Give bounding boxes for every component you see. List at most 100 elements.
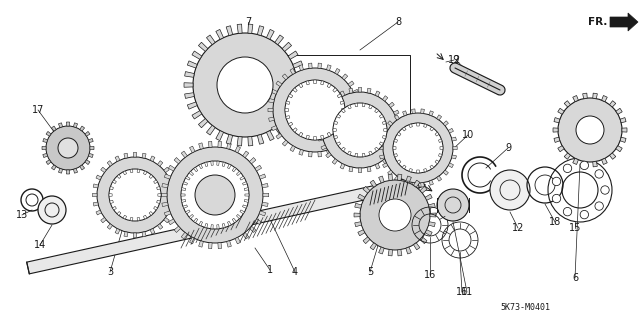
Polygon shape bbox=[326, 149, 331, 155]
Polygon shape bbox=[337, 142, 340, 146]
Polygon shape bbox=[363, 186, 370, 193]
Polygon shape bbox=[362, 103, 365, 107]
Polygon shape bbox=[109, 186, 113, 190]
Polygon shape bbox=[337, 94, 342, 98]
Polygon shape bbox=[321, 135, 324, 139]
Circle shape bbox=[181, 161, 249, 229]
Polygon shape bbox=[282, 74, 288, 80]
Polygon shape bbox=[117, 211, 121, 215]
Circle shape bbox=[273, 68, 357, 152]
Polygon shape bbox=[226, 26, 232, 35]
Polygon shape bbox=[332, 159, 337, 164]
Polygon shape bbox=[348, 105, 351, 109]
Polygon shape bbox=[453, 146, 457, 150]
Polygon shape bbox=[333, 88, 337, 92]
Polygon shape bbox=[342, 140, 348, 146]
Text: 19: 19 bbox=[448, 55, 460, 65]
Circle shape bbox=[576, 116, 604, 144]
Polygon shape bbox=[438, 154, 442, 157]
Polygon shape bbox=[207, 125, 215, 135]
Polygon shape bbox=[217, 225, 220, 229]
Polygon shape bbox=[403, 180, 407, 185]
Polygon shape bbox=[248, 137, 253, 146]
Circle shape bbox=[58, 138, 78, 158]
Polygon shape bbox=[297, 83, 306, 87]
Polygon shape bbox=[157, 161, 163, 166]
Polygon shape bbox=[183, 205, 188, 208]
Circle shape bbox=[379, 199, 411, 231]
Text: 2: 2 bbox=[453, 55, 459, 65]
Polygon shape bbox=[173, 193, 177, 197]
Polygon shape bbox=[299, 149, 303, 155]
Circle shape bbox=[552, 194, 561, 203]
Polygon shape bbox=[250, 226, 256, 233]
Polygon shape bbox=[292, 61, 303, 68]
Polygon shape bbox=[227, 221, 231, 226]
Polygon shape bbox=[406, 176, 412, 183]
Polygon shape bbox=[306, 81, 309, 85]
Circle shape bbox=[46, 126, 90, 170]
Text: 5K73-M0401: 5K73-M0401 bbox=[500, 303, 550, 313]
Polygon shape bbox=[240, 176, 244, 180]
Circle shape bbox=[563, 164, 572, 173]
Polygon shape bbox=[341, 109, 345, 111]
Polygon shape bbox=[318, 137, 323, 141]
Polygon shape bbox=[266, 29, 274, 39]
Polygon shape bbox=[379, 146, 383, 150]
Polygon shape bbox=[398, 128, 403, 132]
Polygon shape bbox=[263, 193, 269, 197]
Polygon shape bbox=[109, 200, 113, 204]
Circle shape bbox=[109, 169, 161, 221]
Polygon shape bbox=[582, 93, 588, 99]
Polygon shape bbox=[326, 65, 331, 70]
Polygon shape bbox=[425, 194, 432, 200]
Polygon shape bbox=[425, 230, 432, 236]
Polygon shape bbox=[154, 206, 157, 210]
Polygon shape bbox=[115, 228, 120, 234]
Polygon shape bbox=[340, 91, 345, 96]
Polygon shape bbox=[602, 95, 607, 102]
Circle shape bbox=[601, 186, 609, 194]
Polygon shape bbox=[417, 170, 419, 173]
Polygon shape bbox=[367, 88, 371, 93]
Polygon shape bbox=[355, 203, 362, 208]
Polygon shape bbox=[157, 186, 160, 190]
Polygon shape bbox=[237, 24, 242, 33]
Polygon shape bbox=[558, 146, 564, 152]
Polygon shape bbox=[237, 137, 242, 146]
Polygon shape bbox=[93, 202, 99, 206]
Polygon shape bbox=[306, 135, 309, 139]
Polygon shape bbox=[133, 233, 137, 238]
Polygon shape bbox=[327, 83, 331, 88]
Polygon shape bbox=[412, 109, 415, 114]
Polygon shape bbox=[420, 237, 427, 244]
Polygon shape bbox=[299, 132, 303, 137]
Polygon shape bbox=[335, 69, 340, 74]
Text: 3: 3 bbox=[107, 267, 113, 277]
Circle shape bbox=[333, 103, 387, 157]
Polygon shape bbox=[130, 218, 133, 221]
Polygon shape bbox=[420, 186, 427, 193]
Polygon shape bbox=[397, 249, 402, 256]
Polygon shape bbox=[318, 152, 322, 157]
Polygon shape bbox=[199, 164, 202, 169]
Polygon shape bbox=[208, 243, 212, 249]
Polygon shape bbox=[622, 128, 627, 132]
Circle shape bbox=[97, 157, 173, 233]
Polygon shape bbox=[609, 153, 616, 159]
Polygon shape bbox=[172, 202, 177, 206]
Polygon shape bbox=[198, 42, 208, 51]
Polygon shape bbox=[172, 184, 177, 188]
Polygon shape bbox=[288, 51, 298, 59]
Polygon shape bbox=[157, 200, 160, 204]
Polygon shape bbox=[67, 170, 70, 174]
Polygon shape bbox=[137, 169, 140, 173]
Polygon shape bbox=[340, 164, 345, 169]
Polygon shape bbox=[185, 93, 195, 99]
Text: 1: 1 bbox=[267, 265, 273, 275]
Polygon shape bbox=[290, 69, 295, 74]
Polygon shape bbox=[168, 219, 175, 225]
Polygon shape bbox=[269, 99, 275, 103]
Polygon shape bbox=[593, 93, 597, 99]
Polygon shape bbox=[248, 24, 253, 33]
